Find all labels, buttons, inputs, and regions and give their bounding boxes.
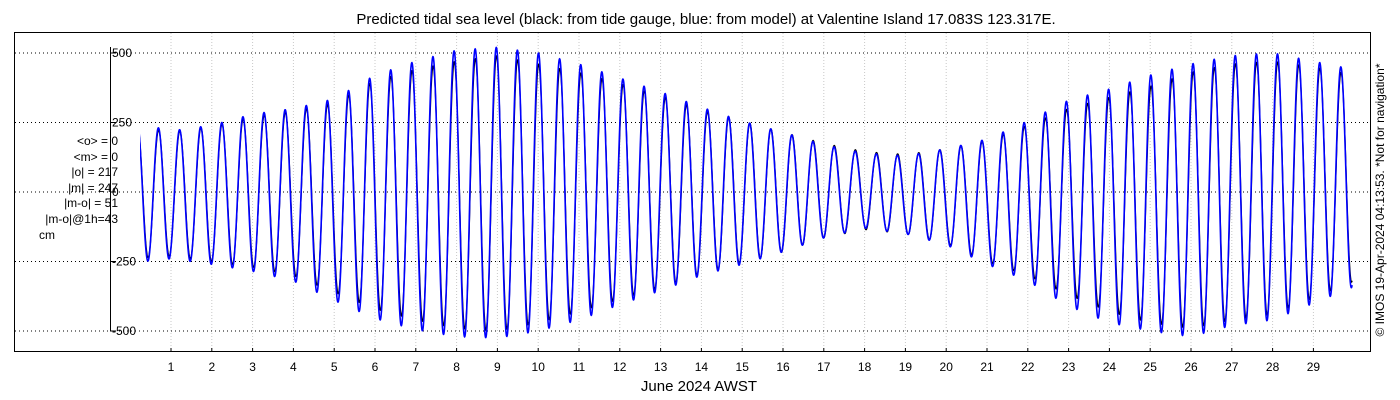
x-tick-label: 9 [494, 360, 501, 374]
x-tick-label: 8 [453, 360, 460, 374]
x-tick-label: 16 [776, 360, 790, 374]
x-tick-label: 28 [1266, 360, 1280, 374]
x-tick-label: 14 [695, 360, 709, 374]
x-tick-label: 17 [817, 360, 831, 374]
stat-mean-model: <m> = 0 [73, 149, 118, 164]
y-tick-label: 0 [112, 185, 119, 199]
x-tick-label: 18 [858, 360, 872, 374]
chart-title: Predicted tidal sea level (black: from t… [356, 11, 1055, 28]
stats-panel: <o> = 0 <m> = 0 |o| = 217 |m| = 247 |m-o… [6, 134, 118, 243]
x-tick-label: 13 [654, 360, 668, 374]
x-axis-label: June 2024 AWST [641, 378, 757, 395]
x-tick-label: 29 [1307, 360, 1321, 374]
x-tick-label: 1 [168, 360, 175, 374]
stat-abs-observed: |o| = 217 [71, 165, 118, 180]
stat-abs-model: |m| = 247 [68, 180, 118, 195]
stat-mean-observed: <o> = 0 [76, 134, 118, 148]
x-tick-label: 5 [331, 360, 338, 374]
x-tick-label: 10 [532, 360, 546, 374]
x-tick-label: 12 [613, 360, 627, 374]
plot-frame [14, 32, 1371, 352]
stat-abs-diff-1h: |m-o|@1h=43 [45, 211, 118, 226]
x-tick-label: 6 [372, 360, 379, 374]
x-tick-label: 26 [1184, 360, 1198, 374]
x-tick-label: 27 [1225, 360, 1239, 374]
x-tick-label: 21 [980, 360, 994, 374]
x-tick-label: 19 [899, 360, 913, 374]
x-tick-label: 25 [1144, 360, 1158, 374]
y-tick-label: 250 [112, 116, 132, 130]
stat-unit: cm [39, 227, 55, 242]
x-tick-label: 2 [208, 360, 215, 374]
credit-text: © IMOS 19-Apr-2024 04:13:53. *Not for na… [1373, 63, 1387, 337]
x-tick-label: 24 [1103, 360, 1117, 374]
x-tick-label: 4 [290, 360, 297, 374]
y-tick-label: -250 [112, 255, 136, 269]
y-tick-label: -500 [112, 324, 136, 338]
x-tick-label: 11 [573, 360, 586, 374]
stat-abs-diff: |m-o| = 51 [64, 196, 118, 211]
y-axis-ticks: 500 250 0 -250 -500 [110, 46, 136, 338]
plot-area [14, 32, 1371, 352]
x-axis-ticks: 1 2 3 4 5 6 7 8 9 10 11 12 13 14 15 16 17 18 19 20 21 22 23 24 2… [168, 348, 1321, 374]
x-tick-label: 22 [1021, 360, 1035, 374]
x-tick-label: 23 [1062, 360, 1076, 374]
x-tick-label: 20 [940, 360, 954, 374]
series-layer [140, 46, 1353, 339]
model-series-line [140, 46, 1353, 339]
x-tick-label: 3 [249, 360, 256, 374]
x-tick-label: 7 [412, 360, 419, 374]
x-tick-label: 15 [736, 360, 750, 374]
y-tick-label: 500 [112, 46, 132, 60]
